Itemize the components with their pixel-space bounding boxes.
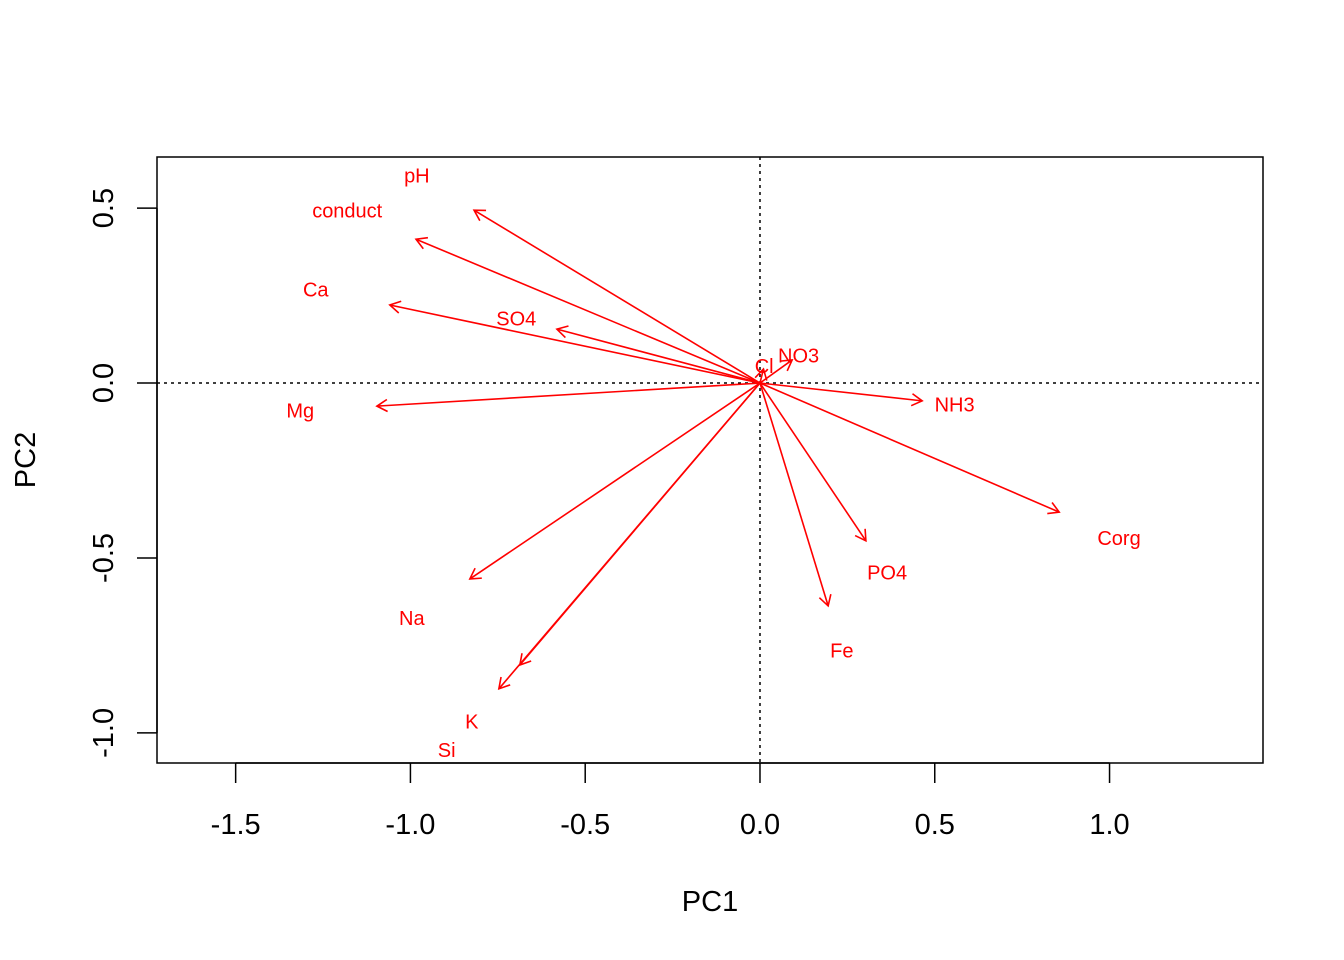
y-axis-label: PC2 [10,432,42,488]
arrow-shaft [473,209,761,384]
loading-arrow-mg [375,382,761,413]
arrow-shaft [556,328,761,384]
loading-label: Fe [830,640,853,662]
y-tick-label: -0.5 [88,533,120,583]
arrow-head [555,325,569,339]
arrow-head [472,209,487,222]
loading-arrow-ca [388,300,761,384]
y-tick-label: 0.0 [88,363,120,403]
x-tick-label: -0.5 [560,809,610,841]
loading-arrow-na [468,382,761,580]
loading-label: K [465,711,479,733]
loading-label: Corg [1097,528,1140,550]
plot-frame [156,156,1264,764]
loading-arrow-ph [472,209,761,384]
x-tick-label: 0.0 [740,809,780,841]
arrow-shaft [759,368,765,384]
loading-arrow-nh3 [759,382,924,407]
loading-label: Ca [303,279,329,301]
loading-label: NO3 [778,345,819,367]
loading-label: conduct [312,200,382,222]
x-tick-label: 0.5 [915,809,955,841]
x-tick-label: 1.0 [1089,809,1129,841]
x-tick-label: -1.5 [211,809,261,841]
loading-label: NH3 [935,394,975,416]
loading-label: Mg [286,401,314,423]
arrow-shaft [759,382,923,402]
arrow-head [388,300,402,314]
arrow-head [1047,502,1061,515]
arrow-shaft [376,382,761,407]
arrow-shaft [498,382,761,690]
arrow-head [910,393,924,407]
loading-label: Si [438,740,456,762]
x-axis-label: PC1 [682,886,738,918]
loading-arrow-fe [759,382,832,608]
arrow-head [375,398,388,413]
loading-label: Cl [755,356,774,378]
loading-arrow-no3 [759,358,794,384]
arrow-head [780,358,794,372]
arrow-shaft [469,382,761,580]
loading-label: Na [399,608,425,630]
arrow-head [754,367,768,381]
loading-label: PO4 [867,562,907,584]
loading-label: pH [404,166,430,188]
arrow-head [818,594,832,608]
loading-arrow-corg [759,382,1061,515]
arrow-shaft [759,359,793,384]
y-tick-label: -1.0 [88,708,120,758]
arrow-shaft [759,382,1060,513]
arrow-head [468,567,482,580]
loading-label: SO4 [496,308,536,330]
loading-arrow-conduct [414,236,761,384]
arrow-head [854,528,867,543]
arrow-shaft [759,382,867,542]
x-tick-label: -1.0 [385,809,435,841]
arrow-shaft [415,238,761,384]
y-tick-label: 0.5 [88,188,120,228]
arrow-head [497,676,511,691]
loading-arrow-cl [754,367,768,384]
loading-arrow-si [497,382,761,691]
loading-arrow-po4 [759,382,867,543]
arrow-shaft [759,382,829,607]
loading-arrow-so4 [555,325,761,384]
arrow-shaft [389,304,761,384]
arrow-head [414,236,429,250]
